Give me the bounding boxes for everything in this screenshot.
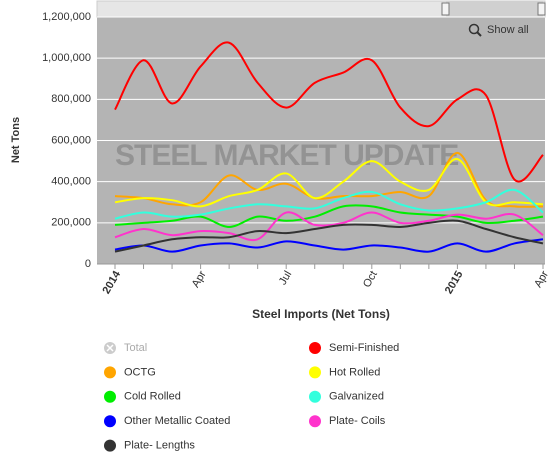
y-tick-label: 200,000 bbox=[51, 217, 91, 229]
x-tick-label: Jul bbox=[277, 269, 294, 287]
x-tick-label: Apr bbox=[532, 269, 551, 290]
series-line bbox=[114, 151, 544, 208]
navigator-handle[interactable] bbox=[441, 2, 450, 16]
series-line bbox=[114, 188, 544, 220]
legend-item[interactable]: Total bbox=[104, 342, 147, 354]
legend-label: Plate- Lengths bbox=[124, 440, 195, 452]
legend-label: OCTG bbox=[124, 366, 156, 378]
legend-marker bbox=[104, 439, 116, 452]
legend-label: Plate- Coils bbox=[329, 415, 386, 427]
legend-label: Hot Rolled bbox=[329, 366, 380, 378]
y-tick-label: 800,000 bbox=[51, 93, 91, 105]
series-line bbox=[114, 41, 544, 183]
series-line bbox=[114, 211, 544, 242]
legend-label: Total bbox=[124, 342, 147, 354]
legend-marker-x bbox=[106, 344, 114, 352]
navigator-window[interactable] bbox=[446, 1, 543, 17]
legend-label: Semi-Finished bbox=[329, 342, 399, 354]
x-tick-label: 2014 bbox=[100, 268, 123, 296]
show-all-button[interactable]: Show all bbox=[468, 23, 529, 37]
legend-item[interactable]: Other Metallic Coated bbox=[104, 415, 230, 428]
legend-marker bbox=[104, 415, 116, 428]
y-tick-label: 0 bbox=[85, 258, 91, 270]
legend-item[interactable]: Cold Rolled bbox=[104, 391, 181, 403]
navigator-handle[interactable] bbox=[537, 2, 546, 16]
legend-marker bbox=[309, 415, 321, 428]
x-tick-label: Apr bbox=[190, 269, 209, 290]
legend-item[interactable]: Plate- Lengths bbox=[104, 440, 195, 452]
zoom-icon bbox=[468, 23, 480, 35]
x-axis-title: Steel Imports (Net Tons) bbox=[252, 307, 390, 321]
series-line bbox=[114, 158, 544, 208]
y-axis-title: Net Tons bbox=[10, 117, 22, 163]
series-line bbox=[114, 238, 544, 253]
legend-item[interactable]: Semi-Finished bbox=[309, 342, 399, 354]
legend-label: Cold Rolled bbox=[124, 391, 181, 403]
legend-item[interactable]: Galvanized bbox=[309, 391, 384, 403]
legend-item[interactable]: OCTG bbox=[104, 366, 156, 379]
series-line bbox=[114, 204, 544, 228]
legend-item[interactable]: Plate- Coils bbox=[309, 415, 386, 428]
series-line bbox=[114, 219, 544, 253]
legend-marker bbox=[309, 342, 321, 354]
watermark: STEEL MARKET UPDATE bbox=[115, 139, 458, 172]
x-tick-label: 2015 bbox=[443, 269, 466, 296]
legend-marker bbox=[104, 390, 116, 403]
y-tick-label: 1,200,000 bbox=[42, 11, 91, 23]
y-tick-label: 600,000 bbox=[51, 134, 91, 146]
legend-label: Other Metallic Coated bbox=[124, 415, 230, 427]
y-tick-label: 400,000 bbox=[51, 176, 91, 188]
legend-marker bbox=[309, 390, 321, 403]
legend-marker bbox=[309, 366, 321, 379]
legend-marker bbox=[104, 366, 116, 379]
zoom-icon bbox=[476, 31, 482, 37]
y-tick-label: 1,000,000 bbox=[42, 52, 91, 64]
show-all[interactable]: Show all bbox=[487, 24, 529, 36]
x-tick-label: Oct bbox=[361, 269, 380, 290]
legend-item[interactable]: Hot Rolled bbox=[309, 366, 380, 379]
legend-label: Galvanized bbox=[329, 391, 384, 403]
